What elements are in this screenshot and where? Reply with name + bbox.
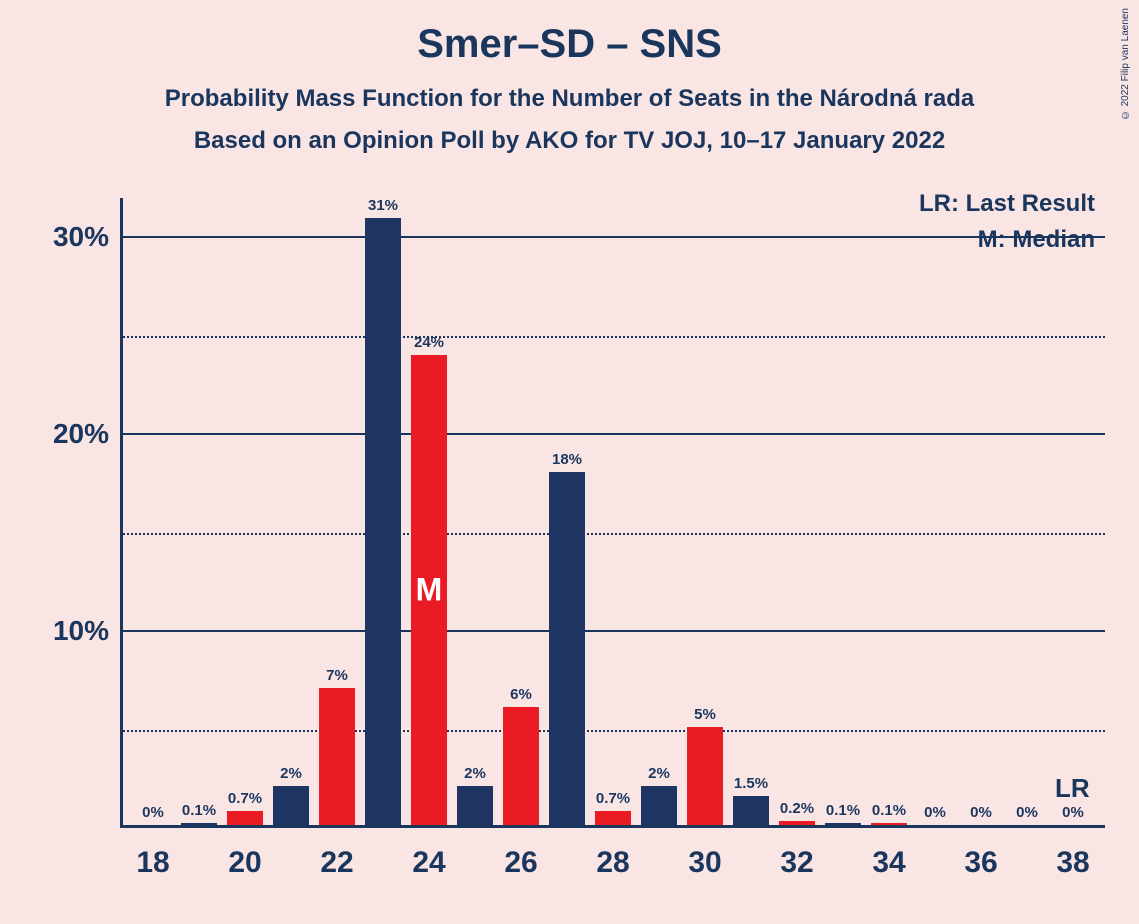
x-tick-label: 32: [780, 846, 813, 880]
bar-seat-20: [227, 811, 263, 825]
bar-seat-32: [779, 821, 815, 825]
bar-seat-34: [871, 823, 907, 825]
x-tick-label: 36: [964, 846, 997, 880]
bar-label-seat-35: 0%: [924, 804, 946, 821]
chart-title: Smer–SD – SNS: [0, 0, 1139, 67]
bar-seat-26: [503, 707, 539, 825]
bar-seat-25: [457, 786, 493, 825]
x-tick-label: 18: [136, 846, 169, 880]
bar-label-seat-20: 0.7%: [228, 790, 262, 807]
gridline-minor: [120, 533, 1105, 535]
bar-label-seat-38: 0%: [1062, 804, 1084, 821]
bar-label-seat-31: 1.5%: [734, 775, 768, 792]
bar-label-seat-26: 6%: [510, 686, 532, 703]
y-tick-label: 10%: [53, 615, 109, 647]
bar-seat-22: [319, 688, 355, 825]
gridline-major: [120, 630, 1105, 632]
bar-seat-27: [549, 472, 585, 825]
x-tick-label: 28: [596, 846, 629, 880]
x-tick-label: 30: [688, 846, 721, 880]
bar-label-seat-22: 7%: [326, 667, 348, 684]
bar-seat-29: [641, 786, 677, 825]
bar-label-seat-18: 0%: [142, 804, 164, 821]
bar-label-seat-29: 2%: [648, 765, 670, 782]
x-tick-label: 38: [1056, 846, 1089, 880]
bar-label-seat-37: 0%: [1016, 804, 1038, 821]
gridline-minor: [120, 730, 1105, 732]
bar-label-seat-28: 0.7%: [596, 790, 630, 807]
bar-label-seat-25: 2%: [464, 765, 486, 782]
y-axis: [120, 198, 123, 828]
bar-label-seat-33: 0.1%: [826, 802, 860, 819]
bar-seat-33: [825, 823, 861, 825]
gridline-major: [120, 236, 1105, 238]
x-tick-label: 26: [504, 846, 537, 880]
legend-last-result: LR: Last Result: [919, 190, 1095, 218]
copyright-text: © 2022 Filip van Laenen: [1120, 8, 1131, 120]
median-marker: M: [416, 571, 443, 608]
bar-label-seat-34: 0.1%: [872, 802, 906, 819]
bar-label-seat-30: 5%: [694, 706, 716, 723]
bar-label-seat-23: 31%: [368, 197, 398, 214]
bar-seat-19: [181, 823, 217, 825]
bar-seat-28: [595, 811, 631, 825]
bar-label-seat-27: 18%: [552, 451, 582, 468]
y-tick-label: 30%: [53, 221, 109, 253]
bar-label-seat-36: 0%: [970, 804, 992, 821]
x-tick-label: 20: [228, 846, 261, 880]
x-axis: [120, 825, 1105, 828]
gridline-minor: [120, 336, 1105, 338]
bar-seat-30: [687, 727, 723, 825]
chart-plot-area: 0% 0.1% 0.7% 2% 7% 31% 24% M 2% 6% 18% 0.7% 2% 5% 1.5%…: [120, 198, 1105, 828]
chart-subtitle-2: Based on an Opinion Poll by AKO for TV J…: [0, 113, 1139, 155]
bar-label-seat-19: 0.1%: [182, 802, 216, 819]
bar-label-seat-24: 24%: [414, 334, 444, 351]
bar-seat-21: [273, 786, 309, 825]
gridline-major: [120, 433, 1105, 435]
lr-marker: LR: [1055, 773, 1090, 804]
y-tick-label: 20%: [53, 418, 109, 450]
bar-seat-31: [733, 796, 769, 825]
bar-seat-23: [365, 218, 401, 825]
x-tick-label: 22: [320, 846, 353, 880]
x-tick-label: 34: [872, 846, 905, 880]
legend-median: M: Median: [978, 226, 1095, 254]
bar-label-seat-21: 2%: [280, 765, 302, 782]
chart-subtitle-1: Probability Mass Function for the Number…: [0, 67, 1139, 113]
bar-label-seat-32: 0.2%: [780, 800, 814, 817]
x-tick-label: 24: [412, 846, 445, 880]
